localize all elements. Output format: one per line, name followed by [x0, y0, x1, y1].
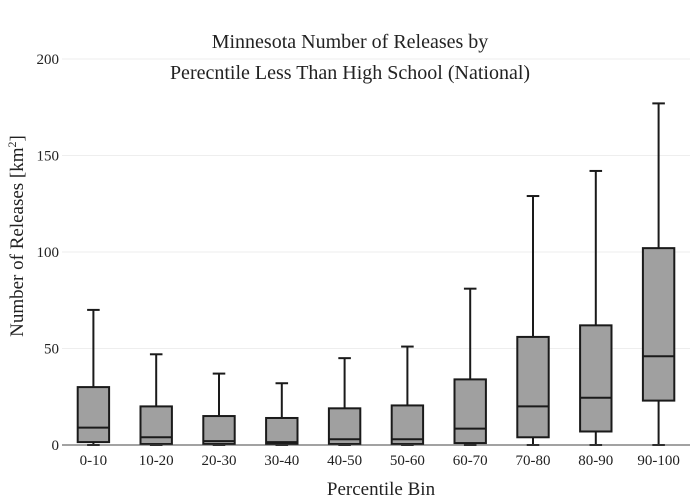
box-30-40 [265, 382, 299, 446]
y-axis-title-main: Number of Releases [km [7, 147, 28, 337]
box-90-100 [641, 102, 676, 446]
box-iqr [76, 386, 111, 444]
box-80-90 [579, 169, 613, 446]
y-axis-title-end: ] [7, 135, 28, 141]
box-20-30 [202, 372, 236, 446]
y-tick-label: 200 [37, 52, 60, 68]
box-iqr [641, 247, 676, 402]
chart-title-line-2: Perecntile Less Than High School (Nation… [169, 62, 531, 84]
box-10-20 [139, 353, 173, 446]
x-tick-label: 60-70 [453, 453, 488, 469]
x-tick-label: 70-80 [516, 453, 551, 469]
box-60-70 [453, 287, 487, 446]
box-iqr [139, 405, 173, 446]
x-tick-label: 0-10 [80, 453, 108, 469]
y-tick-label: 0 [52, 438, 60, 454]
box-iqr [579, 324, 613, 433]
box-iqr [327, 407, 362, 446]
x-tick-label: 20-30 [202, 453, 237, 469]
boxes [76, 102, 676, 446]
x-tick-label: 50-60 [390, 453, 425, 469]
x-tick-label: 80-90 [578, 453, 613, 469]
y-tick-label: 50 [44, 342, 59, 358]
chart-title-line-1: Minnesota Number of Releases by [211, 31, 489, 53]
y-axis-title: Number of Releases [km2] [5, 135, 28, 337]
y-tick-label: 100 [37, 245, 60, 261]
box-40-50 [327, 357, 362, 446]
box-iqr [390, 404, 425, 446]
box-iqr [202, 415, 236, 446]
box-iqr [453, 378, 487, 445]
x-tick-label: 90-100 [637, 453, 680, 469]
x-tick-label: 30-40 [264, 453, 299, 469]
axes: 0 50 100 150 200 0-10 10-20 20-30 30-40 40-50 50-6… [37, 52, 690, 469]
x-tick-label: 40-50 [327, 453, 362, 469]
box-50-60 [390, 345, 425, 446]
box-iqr [516, 335, 550, 439]
box-70-80 [516, 195, 550, 446]
x-axis-title: Percentile Bin [327, 479, 436, 500]
y-tick-label: 150 [37, 149, 60, 165]
box-0-10 [76, 308, 111, 446]
y-axis-title-superscript: 2 [5, 141, 19, 147]
x-tick-label: 10-20 [139, 453, 174, 469]
box-iqr [265, 416, 299, 446]
